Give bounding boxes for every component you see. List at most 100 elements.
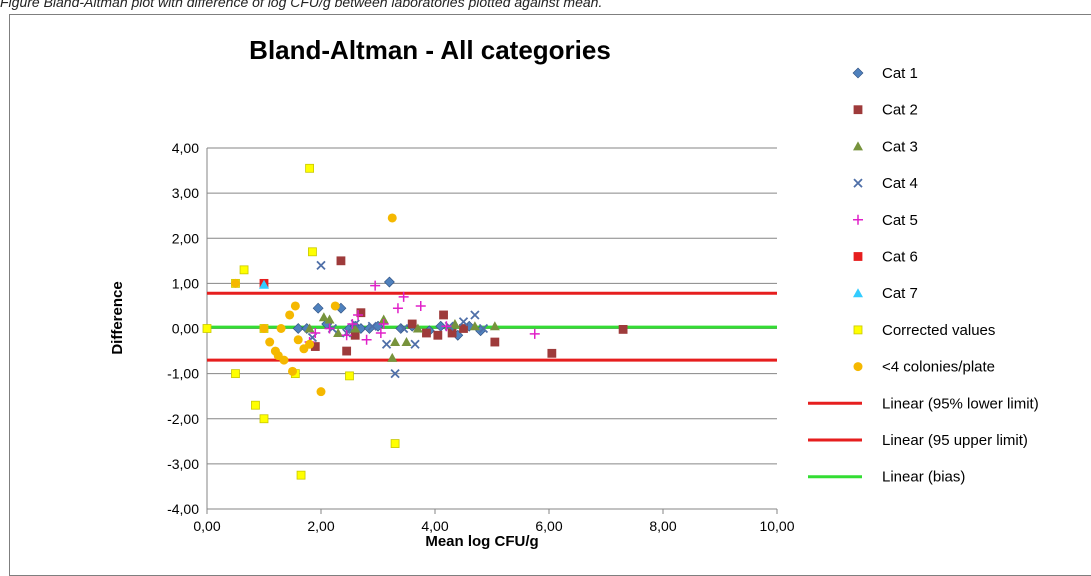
legend-marker [852,67,864,79]
data-point [310,328,321,339]
data-point [458,317,469,327]
y-tick-label: 2,00 [172,230,199,246]
data-point [407,319,417,329]
data-point [288,366,297,376]
data-point [381,339,392,349]
x-tick-label: 6,00 [535,518,562,534]
data-point [378,318,389,329]
data-point [265,337,275,347]
data-point [345,371,354,381]
x-tick-label: 4,00 [421,518,448,534]
data-point [390,439,400,448]
data-point [290,301,300,311]
data-point [478,323,489,334]
legend-label: Linear (bias) [882,469,965,486]
data-point [279,355,289,365]
legend-label: Cat 3 [882,138,918,155]
data-point [202,324,212,333]
legend-label: Cat 6 [882,249,918,266]
data-point [361,334,372,345]
data-point [293,335,303,345]
data-point [383,276,395,288]
data-point [347,318,358,329]
data-point [392,303,403,314]
data-point [489,321,500,331]
data-point [410,339,420,349]
data-point [251,400,260,410]
data-point [318,312,329,322]
legend-label: Cat 2 [882,102,918,119]
legend-label: <4 colonies/plate [882,359,995,376]
x-tick-label: 8,00 [649,518,676,534]
legend-marker [853,105,863,115]
y-tick-label: 3,00 [172,185,199,201]
data-point [433,330,443,340]
data-point [390,368,400,379]
chart-title: Bland-Altman - All categories [249,35,611,65]
legend-label: Cat 1 [882,65,918,82]
data-point [330,301,340,311]
y-axis-label: Difference [109,281,126,354]
legend-label: Cat 5 [882,212,918,229]
data-point [292,323,304,334]
legend-marker [853,178,863,188]
legend-marker [853,141,863,151]
data-point [375,328,386,339]
legend-marker [853,325,863,335]
data-point [239,265,249,275]
data-point [305,163,315,173]
legend-label: Corrected values [882,322,995,339]
legend-label: Cat 4 [882,175,918,192]
y-tick-label: -3,00 [167,456,199,472]
data-point [470,310,480,320]
data-point [390,337,401,347]
data-point [259,324,269,333]
x-axis-label: Mean log CFU/g [425,533,538,550]
data-point [378,314,389,324]
data-point [547,348,557,358]
x-tick-label: 2,00 [307,518,334,534]
data-point [618,325,628,334]
data-point [529,328,540,339]
data-point [370,280,381,291]
data-point [324,323,335,334]
data-point [367,321,377,331]
data-point [324,314,335,324]
legend-marker [853,288,863,298]
data-point [308,247,317,257]
data-point [449,318,460,328]
data-point [333,328,344,338]
x-tick-label: 10,00 [759,518,794,534]
chart: Bland-Altman - All categories 4,00 3,00 2,… [109,35,1039,550]
y-tick-label: 0,00 [172,321,199,337]
data-point [231,278,240,288]
chart-frame: Bland-Altman - All categories 4,00 3,00 2,… [9,14,1091,576]
y-tick-label: -4,00 [167,501,199,517]
data-point [356,308,366,318]
data-point [259,414,269,424]
y-tick-label: -1,00 [167,366,199,382]
plot-area: 4,00 3,00 2,00 1,00 0,00 -1,00 -2,00 -3,00 -4,00… [167,140,795,534]
data-point [312,302,324,314]
data-point [336,256,346,266]
data-point [316,260,326,270]
legend-marker [853,214,863,225]
data-point [276,324,286,333]
data-point [469,321,480,331]
data-point [441,321,452,332]
data-point [353,309,364,320]
data-point [439,310,448,320]
data-point [412,323,423,333]
figure-caption: Figure Bland-Altman plot with difference… [0,0,603,10]
data-point [398,291,409,302]
data-point [305,339,315,349]
data-point [350,323,361,333]
legend-marker [853,362,863,372]
data-point [459,324,468,333]
y-tick-label: 1,00 [172,275,199,291]
data-point [415,300,426,311]
legend-label: Cat 7 [882,285,918,302]
data-point [296,470,306,480]
legend-marker [853,252,863,261]
data-point [285,310,295,320]
